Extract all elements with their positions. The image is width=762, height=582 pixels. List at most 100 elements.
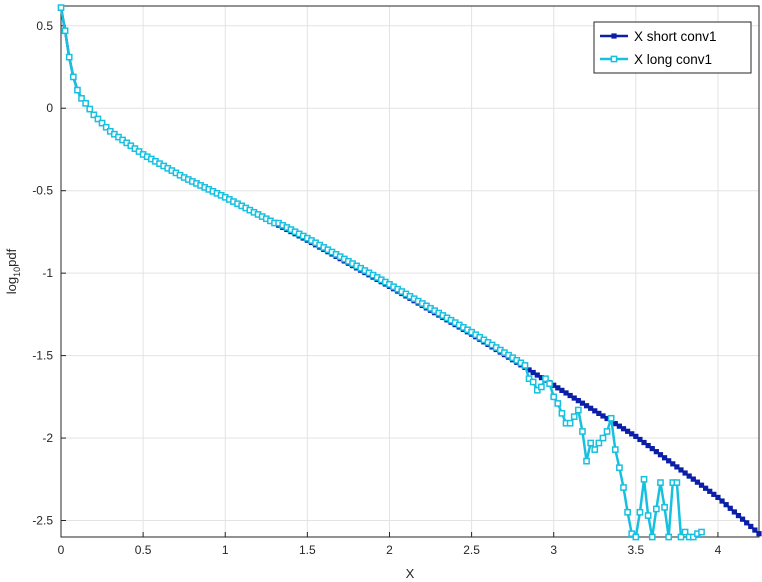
series-long-marker	[611, 446, 619, 453]
series-long-line	[59, 7, 702, 539]
series-long-marker	[102, 123, 110, 131]
series-long-marker	[665, 533, 673, 541]
x-tick-label: 1.5	[299, 543, 316, 557]
series-short-marker	[744, 520, 750, 526]
series-short-marker	[678, 467, 684, 473]
series-short-marker	[748, 523, 754, 530]
series-short-marker	[707, 488, 713, 494]
plot-area-frame	[60, 5, 760, 538]
y-axis-label: log10pdf	[4, 248, 22, 294]
series-long-marker	[542, 375, 549, 383]
series-long-marker	[603, 428, 611, 435]
series-long-marker	[61, 27, 69, 35]
series-long-marker	[82, 99, 89, 107]
series-long-marker	[599, 434, 607, 442]
y-axis-label-tail: pdf	[4, 248, 19, 266]
series-short-marker	[645, 442, 651, 449]
series-long-marker	[65, 53, 73, 61]
legend: X short conv1 X long conv1	[593, 21, 752, 74]
series-short-marker	[756, 531, 762, 537]
series-long-marker	[86, 105, 94, 113]
y-tick-label: 0.5	[36, 19, 53, 33]
series-long-marker	[57, 4, 65, 11]
series-short-marker	[674, 464, 680, 470]
x-tick-label: 3	[550, 543, 557, 557]
series-layer	[57, 4, 762, 541]
series-long-marker	[558, 409, 566, 417]
series-short-marker	[682, 470, 688, 476]
y-axis-label-subscript: 10	[12, 267, 22, 277]
x-axis-label: X	[406, 566, 415, 581]
series-short-marker	[735, 512, 742, 519]
series-long-marker	[583, 457, 590, 465]
series-long-marker	[98, 119, 106, 127]
series-short-marker	[698, 482, 705, 488]
series-short-marker	[637, 436, 643, 443]
series-short-marker	[670, 461, 676, 467]
legend-label-short: X short conv1	[634, 29, 717, 44]
series-short-marker	[727, 505, 733, 511]
legend-box	[593, 21, 752, 74]
series-long-marker	[648, 533, 656, 541]
series-long-marker	[616, 464, 623, 472]
series-short-marker	[703, 485, 709, 491]
series-long-marker	[566, 419, 574, 427]
x-tick-label: 0.5	[135, 543, 152, 557]
series-long-marker	[698, 528, 705, 536]
series-short-marker	[633, 433, 639, 440]
series-long-marker	[632, 533, 640, 541]
series-long-marker	[78, 94, 85, 102]
series-long-marker	[538, 383, 545, 391]
series-short-marker	[715, 494, 721, 501]
y-tick-label: -2.5	[32, 514, 53, 528]
x-tick-label: 0	[58, 543, 65, 557]
series-short-marker	[739, 516, 746, 522]
x-tick-label: 2.5	[463, 543, 480, 557]
series-long-marker	[624, 508, 631, 516]
series-long-marker	[574, 406, 582, 414]
series-long-marker	[644, 512, 652, 519]
series-short-line	[59, 7, 760, 535]
series-long-marker	[681, 528, 689, 536]
series-long-marker	[587, 439, 595, 447]
series-short-marker	[653, 449, 659, 455]
series-long-marker	[653, 505, 660, 513]
series-long-marker	[579, 428, 586, 435]
series-long-marker	[640, 475, 648, 483]
series-long-marker	[607, 414, 615, 422]
series-long-marker	[677, 533, 685, 541]
y-tick-label: -0.5	[32, 184, 53, 198]
series-long-marker	[595, 439, 603, 447]
series-short-marker	[694, 479, 701, 485]
y-tick-label: -1	[42, 266, 53, 280]
series-short-marker	[752, 527, 758, 533]
series-long-marker	[661, 503, 668, 511]
series-short-marker	[686, 473, 692, 479]
y-tick-label: -1.5	[32, 349, 53, 363]
series-short-marker	[719, 498, 725, 504]
series-long-marker	[94, 115, 102, 123]
series-short-marker	[723, 502, 729, 508]
series-short-marker	[641, 439, 647, 446]
series-long-marker	[546, 380, 553, 387]
series-short-marker	[661, 455, 668, 461]
y-axis-ticks: 0.5 0 -0.5 -1 -1.5 -2 -2.5	[32, 19, 66, 528]
series-long-marker	[657, 479, 664, 486]
series-long-marker	[570, 413, 578, 420]
series-long-marker	[673, 479, 681, 486]
y-tick-label: 0	[46, 101, 53, 115]
series-long-marker	[90, 111, 98, 119]
series-long-marker	[554, 400, 562, 407]
legend-label-long: X long conv1	[634, 52, 712, 67]
y-tick-label: -2	[42, 431, 53, 445]
series-long-marker	[620, 484, 627, 491]
series-long-marker	[636, 508, 644, 516]
series-short-marker	[690, 476, 696, 482]
x-tick-label: 2	[386, 543, 393, 557]
x-tick-label: 1	[222, 543, 229, 557]
x-axis-ticks: 0 0.5 1 1.5 2 2.5 3 3.5 4	[58, 532, 722, 557]
series-long-marker	[521, 362, 529, 369]
series-long-marker	[591, 446, 599, 453]
series-short-marker	[711, 491, 717, 497]
